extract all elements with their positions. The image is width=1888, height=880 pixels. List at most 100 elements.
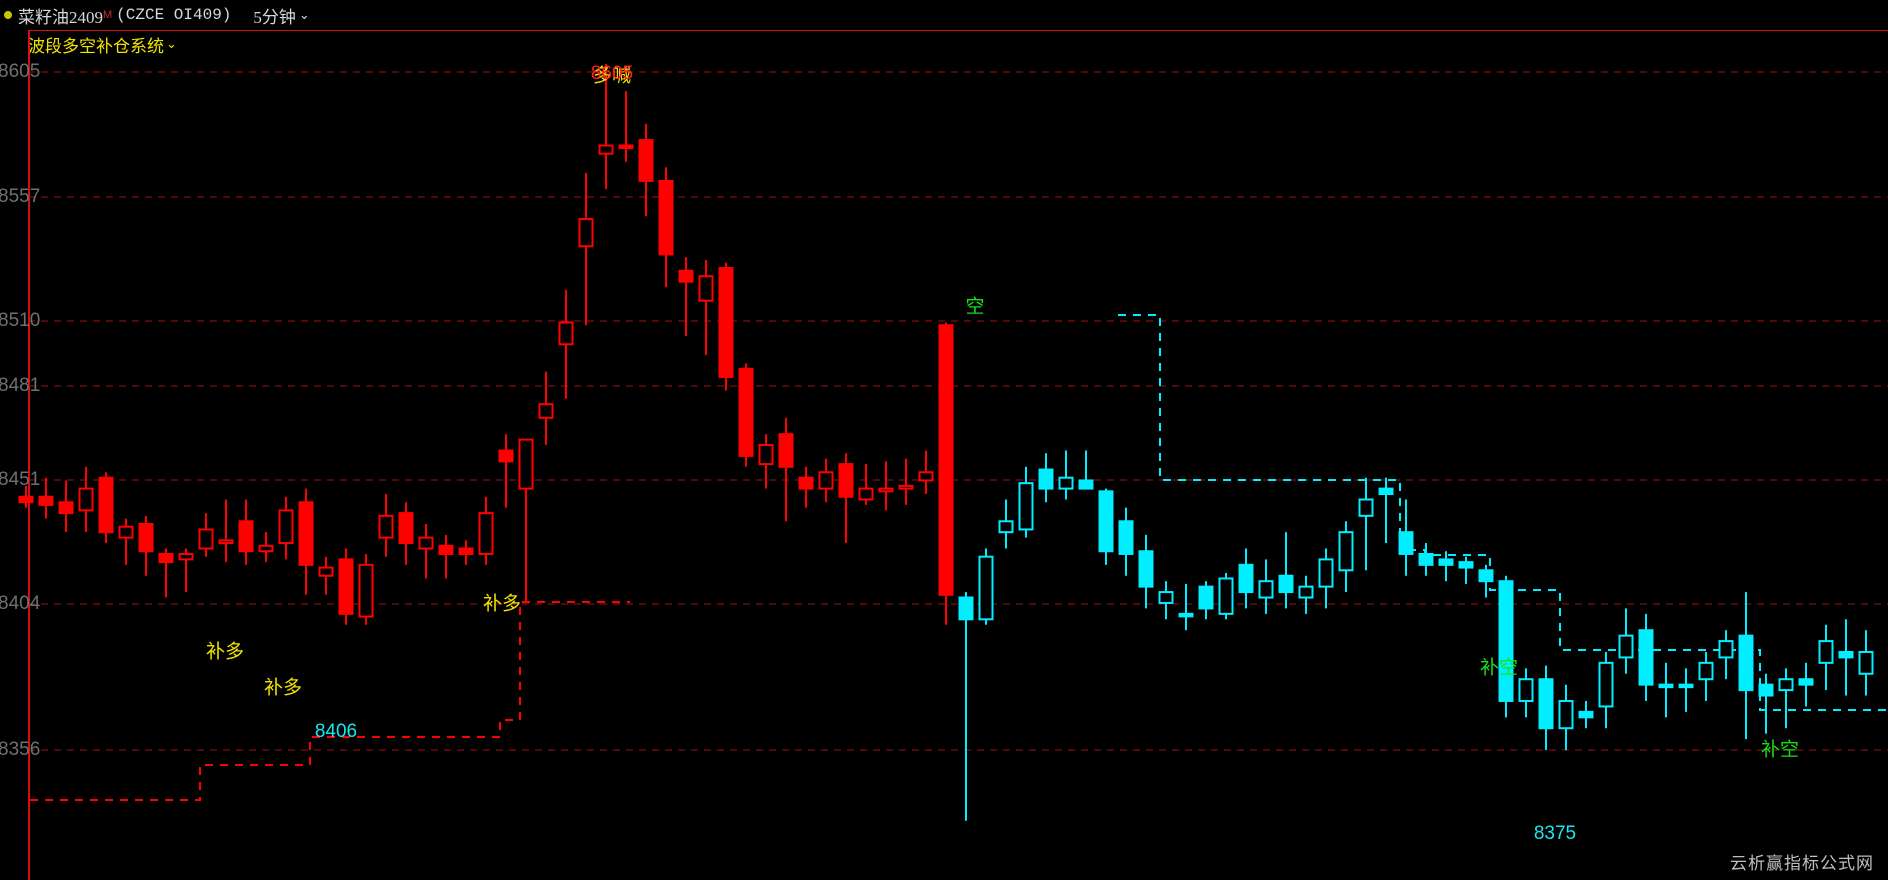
candle-body	[298, 501, 314, 566]
candle-body	[1678, 683, 1694, 689]
status-dot-icon	[4, 11, 12, 19]
candle-body	[18, 495, 34, 504]
candle-body	[1358, 498, 1374, 517]
indicator-chevron-down-icon[interactable]: ⌄	[166, 36, 177, 51]
candle-body	[1158, 591, 1174, 604]
candle-body	[1478, 569, 1494, 583]
candle-body	[138, 523, 154, 553]
candle-body	[758, 444, 774, 466]
y-axis-tick-label: 8404	[0, 593, 41, 614]
candle-body	[1178, 612, 1194, 618]
symbol-name[interactable]: 菜籽油2409	[18, 7, 103, 27]
candle-body	[1018, 482, 1034, 531]
candle-body	[1298, 585, 1314, 599]
candle-body	[1858, 650, 1874, 675]
symbol-info-bar: 菜籽油2409 M (CZCE OI409) 5分钟 ⌄	[0, 0, 1888, 30]
candle-body	[198, 528, 214, 550]
candle-body	[738, 367, 754, 457]
period-selector[interactable]: 5分钟	[253, 7, 296, 27]
candle-body	[58, 501, 74, 515]
candle-body	[398, 512, 414, 545]
indicator-name[interactable]: 波段多空补仓系统	[28, 36, 164, 56]
candle-body	[1458, 561, 1474, 569]
candle-body	[1558, 699, 1574, 730]
candle-body	[798, 476, 814, 490]
y-axis-tick-label: 8451	[0, 469, 41, 490]
candle-body	[1818, 640, 1834, 664]
candle-body	[318, 566, 334, 577]
candle-body	[1338, 531, 1354, 572]
candle-body	[558, 321, 574, 346]
candle-body	[498, 449, 514, 463]
candle-body	[98, 476, 114, 534]
candle-body	[1718, 640, 1734, 659]
candle-body	[998, 520, 1014, 534]
candle-body	[218, 539, 234, 545]
candle-body	[838, 463, 854, 498]
candle-body	[818, 471, 834, 490]
plot-top-border	[28, 30, 1888, 31]
chevron-down-icon[interactable]: ⌄	[298, 7, 310, 22]
candle-body	[1058, 476, 1074, 490]
candle-body	[1418, 552, 1434, 566]
candle-body	[1838, 650, 1854, 659]
candle-body	[1578, 710, 1594, 719]
candle-body	[1698, 661, 1714, 681]
candle-body	[1738, 634, 1754, 692]
candle-body	[878, 487, 894, 493]
candle-body	[898, 484, 914, 490]
candle-body	[1658, 683, 1674, 689]
candle-body	[1518, 678, 1534, 702]
candle-body	[1438, 558, 1454, 566]
candle-body	[1638, 629, 1654, 686]
candle-body	[78, 487, 94, 512]
candle-body	[1078, 479, 1094, 490]
candle-body	[698, 275, 714, 302]
indicator-title-row: 波段多空补仓系统 ⌄	[28, 31, 177, 57]
candle-body	[478, 512, 494, 555]
candle-body	[1098, 490, 1114, 553]
candle-body	[1498, 580, 1514, 702]
candle-body	[858, 487, 874, 501]
candle-body	[1258, 580, 1274, 599]
candle-body	[458, 547, 474, 555]
candle-body	[338, 558, 354, 615]
candle-body	[1598, 661, 1614, 708]
candle-body	[578, 218, 594, 248]
y-axis-tick-label: 8481	[0, 375, 41, 396]
candle-body	[358, 563, 374, 618]
y-axis-line	[28, 30, 30, 880]
candle-body	[38, 495, 54, 506]
candle-body	[378, 514, 394, 539]
symbol-superscript: M	[103, 9, 113, 21]
candle-body	[258, 544, 274, 553]
candle-body	[598, 144, 614, 155]
candle-body	[1198, 585, 1214, 610]
candle-body	[958, 596, 974, 621]
candle-body	[1618, 634, 1634, 659]
candle-body	[1278, 574, 1294, 594]
watermark: 云析赢指标公式网	[1730, 854, 1874, 873]
candle-body	[1758, 683, 1774, 697]
candle-body	[918, 471, 934, 482]
stop-line-short	[1118, 314, 1888, 711]
candle-body	[178, 552, 194, 561]
candle-body	[778, 433, 794, 468]
candle-body	[1138, 550, 1154, 588]
price-plot-area[interactable]: 多喊 8605 空补多 补多 补多 8406 补空 补空 8375 8605 8557 8510 84…	[0, 30, 1888, 880]
candle-body	[678, 269, 694, 283]
candlestick-canvas	[18, 63, 1888, 821]
candle-body	[978, 555, 994, 621]
y-axis-tick-label: 8557	[0, 186, 41, 207]
candle-body	[1218, 577, 1234, 615]
candle-body	[1398, 531, 1414, 555]
candle-body	[1538, 678, 1554, 730]
candle-body	[1118, 520, 1134, 555]
stop-line-long	[30, 601, 630, 801]
y-axis-tick-label: 8356	[0, 739, 41, 760]
candle-body	[158, 552, 174, 564]
candle-body	[438, 544, 454, 555]
candle-body	[938, 324, 954, 596]
candle-body	[1038, 468, 1054, 490]
